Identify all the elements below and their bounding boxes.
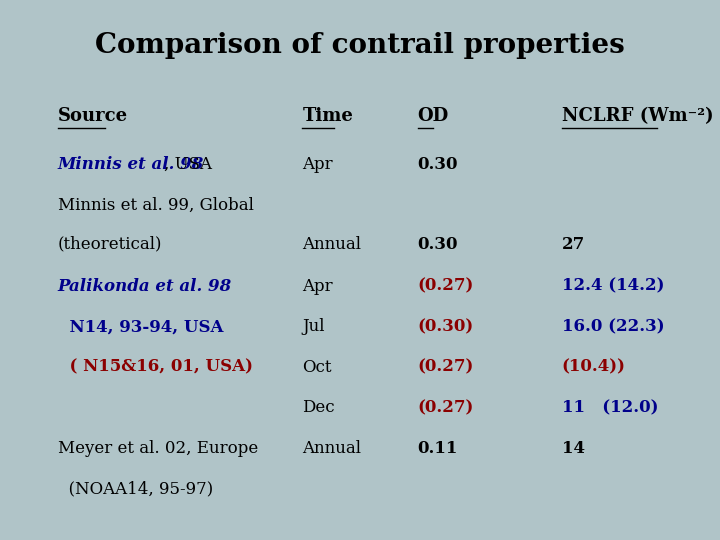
Text: NCLRF (Wm⁻²): NCLRF (Wm⁻²) [562, 107, 714, 125]
Text: , USA: , USA [163, 156, 212, 173]
Text: Jul: Jul [302, 318, 325, 335]
Text: ( N15&16, 01, USA): ( N15&16, 01, USA) [58, 359, 253, 376]
Text: Comparison of contrail properties: Comparison of contrail properties [95, 32, 625, 59]
Text: Apr: Apr [302, 278, 333, 295]
Text: 0.11: 0.11 [418, 440, 458, 457]
Text: (10.4)): (10.4)) [562, 359, 626, 376]
Text: Oct: Oct [302, 359, 332, 376]
Text: (NOAA14, 95-97): (NOAA14, 95-97) [58, 480, 213, 497]
Text: Apr: Apr [302, 156, 333, 173]
Text: Minnis et al. 98: Minnis et al. 98 [58, 156, 204, 173]
Text: (0.30): (0.30) [418, 318, 474, 335]
Text: N14, 93-94, USA: N14, 93-94, USA [58, 318, 223, 335]
Text: 14: 14 [562, 440, 585, 457]
Text: (0.27): (0.27) [418, 399, 474, 416]
Text: 12.4 (14.2): 12.4 (14.2) [562, 278, 664, 295]
Text: Meyer et al. 02, Europe: Meyer et al. 02, Europe [58, 440, 258, 457]
Text: (theoretical): (theoretical) [58, 235, 162, 253]
Text: Annual: Annual [302, 440, 361, 457]
Text: 27: 27 [562, 235, 585, 253]
Text: 0.30: 0.30 [418, 156, 458, 173]
Text: Dec: Dec [302, 399, 335, 416]
Text: (0.27): (0.27) [418, 278, 474, 295]
Text: OD: OD [418, 107, 449, 125]
Text: 16.0 (22.3): 16.0 (22.3) [562, 318, 665, 335]
Text: (0.27): (0.27) [418, 359, 474, 376]
Text: Source: Source [58, 107, 127, 125]
Text: Minnis et al. 99, Global: Minnis et al. 99, Global [58, 197, 253, 214]
Text: Annual: Annual [302, 235, 361, 253]
Text: Time: Time [302, 107, 354, 125]
Text: 0.30: 0.30 [418, 235, 458, 253]
Text: Palikonda et al. 98: Palikonda et al. 98 [58, 278, 232, 295]
Text: 11   (12.0): 11 (12.0) [562, 399, 658, 416]
